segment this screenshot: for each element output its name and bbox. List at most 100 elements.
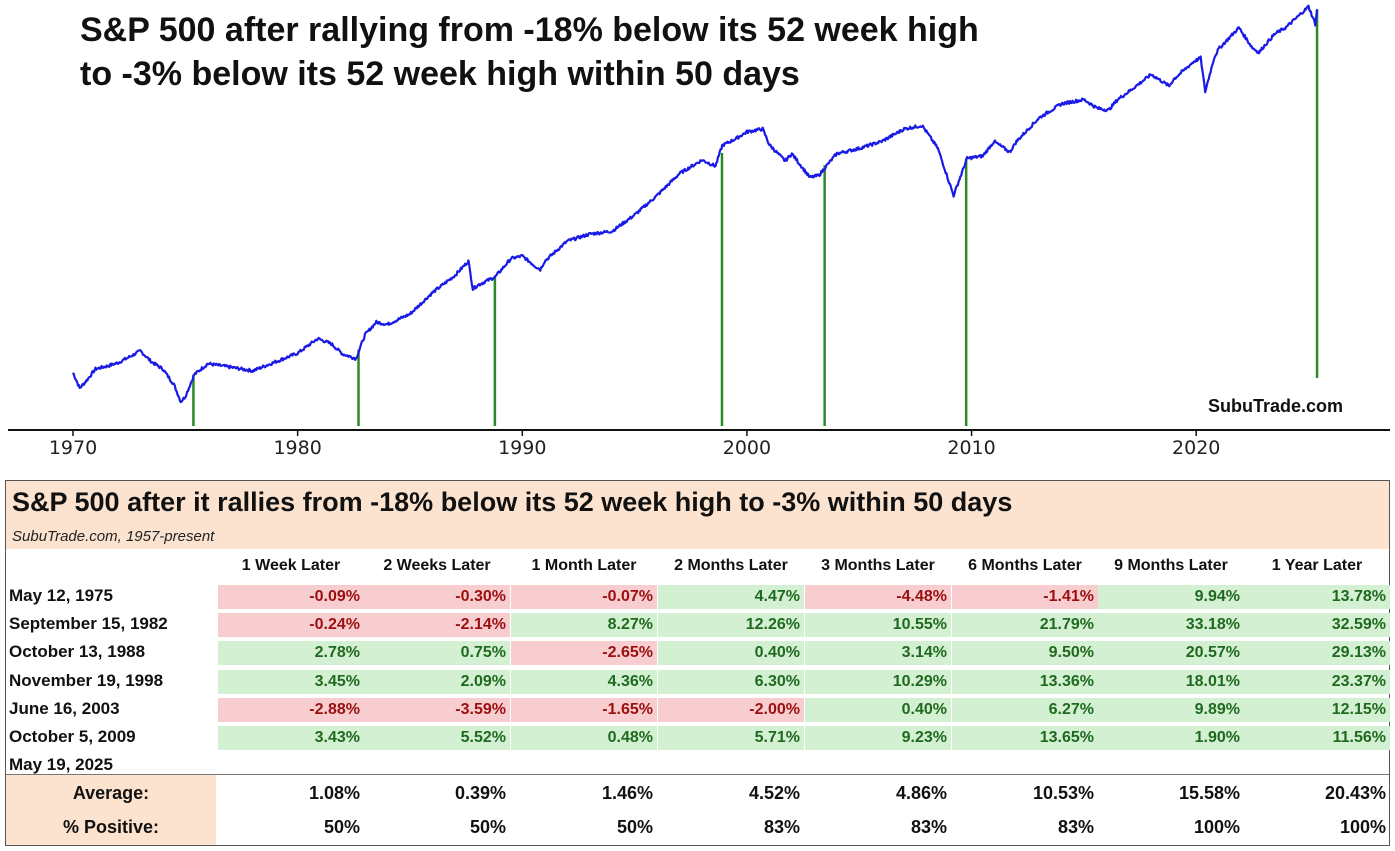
column-header: 1 Year Later (1271, 557, 1363, 574)
percent-positive-value: 100% (1193, 817, 1240, 837)
table-cell: 12.15% (1244, 697, 1390, 722)
table-cell: 4.47% (658, 585, 804, 609)
column-header: 1 Month Later (531, 557, 637, 574)
table-cell: 4.36% (511, 669, 657, 694)
percent-positive-value: 83% (910, 817, 947, 837)
percent-positive-value: 83% (1057, 817, 1094, 837)
table-cell: 9.89% (1098, 697, 1244, 722)
row-date-label: June 16, 2003 (9, 698, 120, 718)
summary-divider (6, 774, 1389, 775)
table-cell: -1.65% (511, 697, 657, 722)
table-cell: -1.41% (952, 585, 1098, 609)
table-cell: 6.27% (952, 697, 1098, 722)
table-cell: 2.09% (364, 669, 510, 694)
average-value: 10.53% (1032, 783, 1094, 803)
chart-title-line1: S&P 500 after rallying from -18% below i… (80, 11, 979, 49)
percent-positive-label: % Positive: (62, 817, 160, 837)
percent-positive-value: 50% (469, 817, 506, 837)
table-cell: 1.90% (1098, 726, 1244, 750)
average-label: Average: (72, 783, 150, 803)
column-header: 2 Months Later (674, 557, 788, 574)
table-cell: 3.14% (805, 641, 951, 666)
average-value: 4.52% (748, 783, 800, 803)
table-cell: 9.94% (1098, 585, 1244, 609)
table-cell: 0.75% (364, 641, 510, 666)
table-cell: 10.55% (805, 613, 951, 638)
average-value: 0.39% (454, 783, 506, 803)
table-cell: 0.48% (511, 726, 657, 750)
row-date-label: October 5, 2009 (9, 727, 136, 746)
percent-positive-value: 100% (1339, 817, 1386, 837)
table-cell: -2.00% (658, 697, 804, 722)
table-cell: -0.24% (218, 613, 364, 638)
average-value: 1.46% (601, 783, 653, 803)
table-cell: 33.18% (1098, 613, 1244, 638)
table-cell: -3.59% (364, 697, 510, 722)
table-cell: 5.52% (364, 726, 510, 750)
x-tick-label: 2020 (1172, 437, 1220, 459)
table-cell: 13.36% (952, 669, 1098, 694)
summary-label-bg (6, 775, 216, 845)
table-cell: 32.59% (1244, 613, 1390, 638)
chart-title: S&P 500 after rallying from -18% below i… (80, 8, 979, 96)
table-cell: 29.13% (1244, 641, 1390, 666)
table-cell: 3.45% (218, 669, 364, 694)
table-title: S&P 500 after it rallies from -18% below… (12, 487, 1013, 517)
table-cell: 2.78% (218, 641, 364, 666)
table-cell: 3.43% (218, 726, 364, 750)
row-date-label: November 19, 1998 (9, 670, 164, 690)
table-cell: 9.50% (952, 641, 1098, 666)
column-header: 6 Months Later (968, 557, 1082, 574)
table-cell: 12.26% (658, 613, 804, 638)
table-cell: 13.78% (1244, 585, 1390, 609)
x-tick-label: 2000 (723, 437, 771, 459)
x-tick-label: 1970 (49, 437, 97, 459)
percent-positive-value: 83% (763, 817, 800, 837)
row-date-label: May 12, 1975 (9, 586, 113, 605)
watermark: SubuTrade.com (1208, 396, 1344, 416)
column-header: 2 Weeks Later (383, 557, 491, 574)
table-cell: -2.88% (218, 697, 364, 722)
table-cell: 8.27% (511, 613, 657, 638)
table-cell: 21.79% (952, 613, 1098, 638)
table-cell: -0.30% (364, 585, 510, 609)
table-cell: -4.48% (805, 585, 951, 609)
table-cell: 0.40% (805, 697, 951, 722)
table-cell: 13.65% (952, 726, 1098, 750)
table-cell: 18.01% (1098, 669, 1244, 694)
table-subtitle: SubuTrade.com, 1957-present (12, 528, 215, 545)
table-cell: 0.40% (658, 641, 804, 666)
average-value: 15.58% (1178, 783, 1240, 803)
table-cell: 5.71% (658, 726, 804, 750)
row-date-label: October 13, 1988 (9, 642, 146, 662)
sp500-line-chart: 1970 1980 1990 2000 2010 2020 (8, 4, 1390, 459)
sp500-price-line (72, 4, 1319, 404)
table-cell: 11.56% (1244, 726, 1390, 750)
x-tick-label: 2010 (947, 437, 995, 459)
chart-title-line2: to -3% below its 52 week high within 50 … (80, 55, 800, 93)
table-cell: -0.07% (511, 585, 657, 609)
table-cell: 20.57% (1098, 641, 1244, 666)
row-date-label: May 19, 2025 (9, 755, 113, 775)
x-tick-label: 1990 (498, 437, 546, 459)
table-cell: 10.29% (805, 669, 951, 694)
average-value: 20.43% (1324, 783, 1386, 803)
average-value: 4.86% (895, 783, 947, 803)
column-header: 1 Week Later (241, 557, 341, 574)
column-header: 3 Months Later (821, 557, 935, 574)
table-cell: 6.30% (658, 669, 804, 694)
average-value: 1.08% (308, 783, 360, 803)
stats-table: S&P 500 after it rallies from -18% below… (5, 480, 1390, 846)
row-date-label: September 15, 1982 (9, 614, 168, 634)
table-cell: -2.14% (364, 613, 510, 638)
table-cell: 9.23% (805, 726, 951, 750)
column-header: 9 Months Later (1114, 557, 1228, 574)
chart-area: 1970 1980 1990 2000 2010 2020 S&P 500 after r… (8, 4, 1390, 459)
table-header: S&P 500 after it rallies from -18% below… (6, 481, 1389, 549)
table-cell: 23.37% (1244, 669, 1390, 694)
percent-positive-value: 50% (323, 817, 360, 837)
table-cell: -2.65% (511, 641, 657, 666)
table-cell: -0.09% (218, 585, 364, 609)
percent-positive-value: 50% (616, 817, 653, 837)
x-tick-label: 1980 (273, 437, 321, 459)
